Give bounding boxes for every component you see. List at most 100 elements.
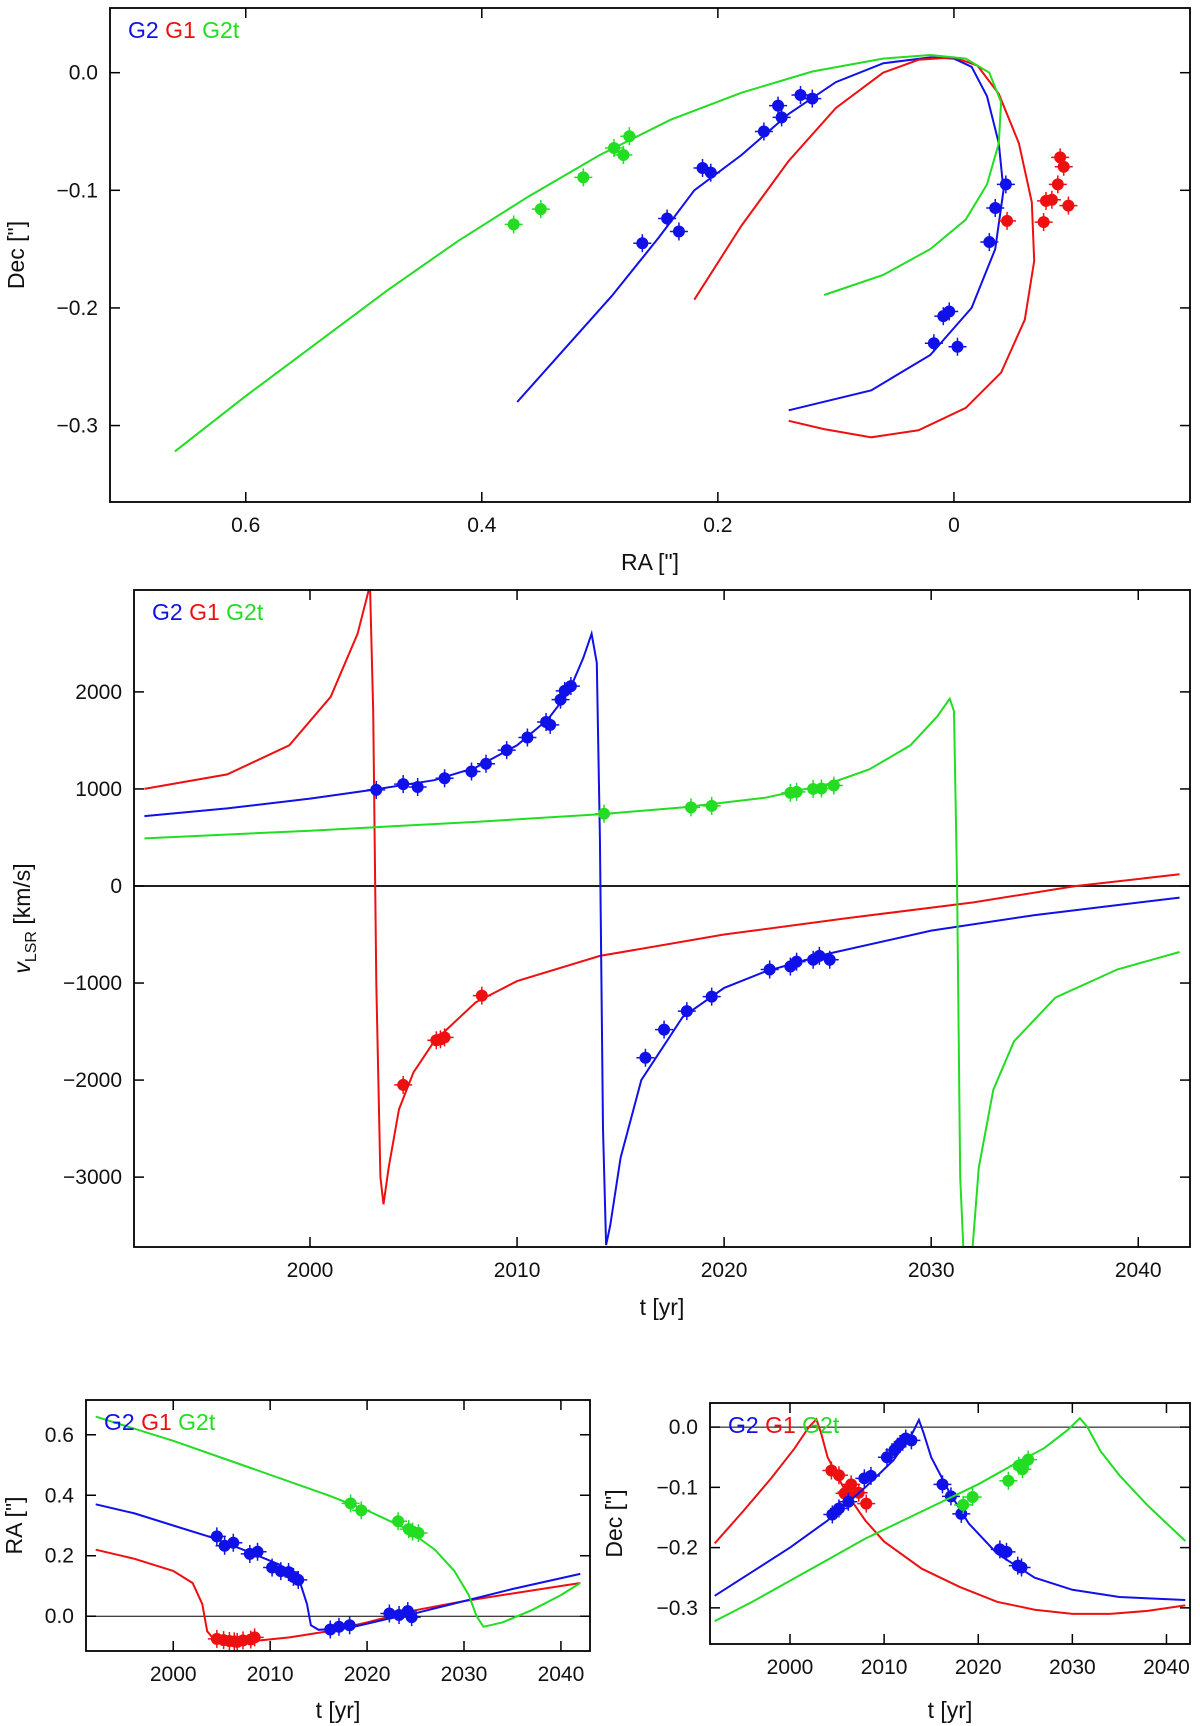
series-g1 xyxy=(95,1548,581,1651)
data-point-g2t xyxy=(790,785,803,798)
data-point-g2t xyxy=(412,1527,425,1540)
curve-g1 xyxy=(693,56,1036,439)
data-point-g2 xyxy=(680,1005,693,1018)
x-tick-label: 2010 xyxy=(247,1663,294,1686)
data-point-g2 xyxy=(292,1573,305,1586)
x-tick-label: 0.2 xyxy=(703,514,732,537)
legend: G2 G1 G2t xyxy=(128,17,240,43)
data-point-g2 xyxy=(1000,1545,1013,1558)
x-axis-label: t [yr] xyxy=(316,1697,361,1723)
legend-entry-g1: G1 xyxy=(159,17,196,43)
data-point-g1 xyxy=(475,989,488,1002)
data-point-g2 xyxy=(332,1620,345,1633)
data-point-g2t xyxy=(827,779,840,792)
y-tick-label: −0.3 xyxy=(657,1597,698,1620)
y-tick-label: −0.1 xyxy=(57,179,98,202)
data-point-g2t xyxy=(705,799,718,812)
x-tick-label: 0 xyxy=(948,514,960,537)
x-tick-label: 2000 xyxy=(150,1663,197,1686)
y-tick-label: 2000 xyxy=(75,681,122,704)
data-point-g2 xyxy=(813,949,826,962)
data-point-g2 xyxy=(465,765,478,778)
data-point-g2 xyxy=(343,1619,356,1632)
curve-g2 xyxy=(714,1417,1186,1601)
y-axis-label-subscript: LSR xyxy=(23,931,40,962)
x-tick-label: 0.4 xyxy=(467,514,497,537)
x-tick-label: 2000 xyxy=(767,1656,814,1679)
x-tick-label: 2010 xyxy=(861,1656,908,1679)
y-tick-label: 0 xyxy=(110,875,122,898)
data-point-g2t xyxy=(815,782,828,795)
plot-frame xyxy=(709,1402,1191,1645)
chart-radec: 0.6 0.4 0.2 0 0.0 −0.1 −0.2 −0.3 RA ["] Dec ["] G2… xyxy=(3,7,1191,575)
data-point-g2 xyxy=(823,953,836,966)
data-point-g2t xyxy=(957,1498,970,1511)
legend-entry-g2t: G2t xyxy=(796,1412,840,1438)
data-point-g2t xyxy=(598,807,611,820)
data-point-g2 xyxy=(936,1478,949,1491)
y-tick-label: 0.4 xyxy=(45,1484,75,1507)
data-point-g2 xyxy=(983,236,996,249)
data-point-g2 xyxy=(480,757,492,770)
data-point-g2t xyxy=(534,203,547,216)
curve-g2 xyxy=(95,1503,581,1631)
y-tick-label: −1000 xyxy=(63,972,122,995)
plot-frame xyxy=(109,7,1191,503)
data-point-g2 xyxy=(880,1451,893,1464)
data-point-g2 xyxy=(383,1607,396,1620)
data-point-g2t xyxy=(507,218,520,231)
data-point-g2 xyxy=(927,337,940,350)
data-point-g1 xyxy=(1062,199,1075,212)
y-tick-label: −0.2 xyxy=(657,1537,698,1560)
data-point-g2t xyxy=(392,1515,405,1528)
data-point-g2t xyxy=(355,1504,368,1517)
x-tick-label: 2020 xyxy=(701,1259,748,1282)
series-g1 xyxy=(144,590,1180,1205)
series-g2 xyxy=(516,56,1015,412)
data-point-g2 xyxy=(658,1023,671,1036)
data-point-g1 xyxy=(248,1631,261,1644)
data-point-g1 xyxy=(1001,214,1014,227)
y-tick-label: −0.1 xyxy=(657,1476,698,1499)
x-tick-label: 2040 xyxy=(1115,1259,1162,1282)
data-point-g2 xyxy=(864,1469,877,1482)
x-tick-label: 2030 xyxy=(1049,1656,1096,1679)
curve-g2t xyxy=(174,53,1003,453)
legend-entry-g2: G2 xyxy=(128,17,159,43)
data-point-g2t xyxy=(577,171,590,184)
series-g2t xyxy=(95,1415,581,1628)
data-point-g2 xyxy=(639,1051,652,1064)
data-point-g2 xyxy=(943,305,956,318)
y-tick-label: 0.0 xyxy=(669,1416,698,1439)
x-axis-label: t [yr] xyxy=(640,1294,685,1320)
y-axis-label: RA ["] xyxy=(1,1496,27,1554)
legend-entry-g2: G2 xyxy=(728,1412,759,1438)
data-point-g2 xyxy=(790,955,803,968)
y-tick-label: −3000 xyxy=(63,1166,122,1189)
legend: G2 G1 G2t xyxy=(152,599,264,625)
x-tick-label: 2030 xyxy=(908,1259,955,1282)
y-tick-label: 1000 xyxy=(75,778,122,801)
legend-entry-g1: G1 xyxy=(183,599,220,625)
x-tick-label: 2010 xyxy=(494,1259,541,1282)
legend-entry-g2: G2 xyxy=(152,599,183,625)
curve-g2t xyxy=(144,696,1180,1247)
y-tick-label: 0.2 xyxy=(45,1545,74,1568)
series-g2 xyxy=(95,1503,581,1639)
data-point-g2 xyxy=(1015,1561,1028,1574)
data-point-g2t xyxy=(966,1490,979,1503)
y-tick-label: 0.0 xyxy=(45,1605,74,1628)
data-point-g1 xyxy=(438,1031,451,1044)
data-point-g2 xyxy=(544,718,557,731)
data-point-g2 xyxy=(955,1507,968,1520)
data-point-g2t xyxy=(344,1497,357,1510)
legend-entry-g2t: G2t xyxy=(196,17,240,43)
curve-g2t xyxy=(95,1415,581,1628)
y-axis-label: Dec ["] xyxy=(601,1489,627,1557)
y-tick-label: −0.3 xyxy=(57,415,98,438)
series-g1 xyxy=(713,1417,1186,1615)
data-point-g1 xyxy=(397,1078,410,1091)
plot-frame xyxy=(85,1399,591,1652)
data-point-g2 xyxy=(775,111,788,124)
data-point-g2 xyxy=(905,1434,918,1447)
